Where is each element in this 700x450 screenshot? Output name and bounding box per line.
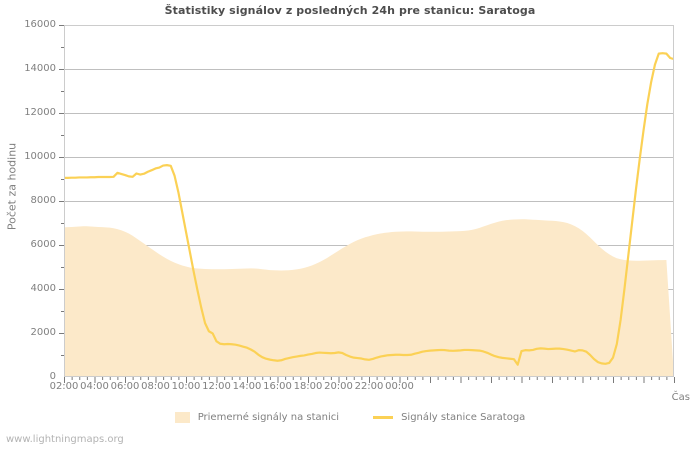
- plot-svg: [64, 25, 674, 377]
- y-tick-label: 10000: [24, 151, 56, 162]
- legend-line-swatch-icon: [373, 416, 394, 419]
- legend-item-average: Priemerné signály na stanici: [174, 412, 340, 423]
- legend-label-average: Priemerné signály na stanici: [197, 412, 340, 423]
- y-tick-label: 12000: [24, 107, 56, 118]
- x-tick-label: 14:00: [232, 381, 262, 392]
- y-tick-label: 4000: [30, 283, 56, 294]
- footer-source: www.lightningmaps.org: [6, 434, 124, 445]
- y-tick-label: 8000: [30, 195, 56, 206]
- legend-area-swatch-icon: [174, 412, 190, 423]
- y-tick-label: 16000: [24, 19, 56, 30]
- x-tick-label: 12:00: [202, 381, 231, 392]
- x-tick-label: 08:00: [141, 381, 170, 392]
- y-tick-label: 6000: [30, 239, 56, 250]
- x-axis-label: Čas: [671, 392, 690, 403]
- y-tick-label: 0: [49, 371, 56, 382]
- series-average-area: [64, 219, 674, 377]
- y-tick-label: 2000: [30, 327, 56, 338]
- x-tick-label: 04:00: [80, 381, 109, 392]
- plot-area: [64, 25, 674, 377]
- legend-item-saratoga: Signály stanice Saratoga: [373, 412, 525, 423]
- x-tick-label: 22:00: [354, 381, 384, 392]
- chart-legend: Priemerné signály na stanici Signály sta…: [0, 412, 700, 423]
- x-axis-tick-marks: [64, 377, 675, 383]
- x-tick-label: 20:00: [324, 381, 353, 392]
- chart-title: Štatistiky signálov z posledných 24h pre…: [164, 4, 536, 17]
- plot-border: [64, 25, 674, 377]
- series-saratoga-line: [64, 52, 674, 366]
- x-tick-label: 00:00: [385, 381, 414, 392]
- y-tick-label: 14000: [24, 63, 56, 74]
- x-tick-label: 06:00: [110, 381, 140, 392]
- x-tick-label: 10:00: [171, 381, 201, 392]
- x-tick-label: 18:00: [293, 381, 323, 392]
- y-axis-label: Počet za hodinu: [5, 142, 19, 231]
- y-axis-tick-marks: [59, 25, 64, 356]
- legend-label-saratoga: Signály stanice Saratoga: [401, 412, 526, 423]
- x-tick-label: 16:00: [263, 381, 292, 392]
- x-tick-label: 02:00: [49, 381, 79, 392]
